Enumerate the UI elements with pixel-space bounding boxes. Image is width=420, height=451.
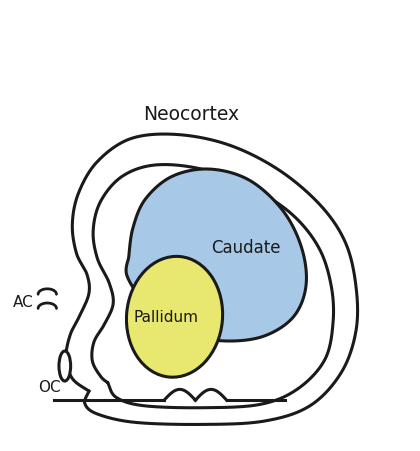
- Text: Caudate: Caudate: [211, 239, 280, 257]
- Text: AC: AC: [13, 294, 34, 309]
- Polygon shape: [126, 170, 307, 341]
- Text: Neocortex: Neocortex: [143, 105, 239, 124]
- Text: OC: OC: [38, 379, 60, 394]
- Text: Pallidum: Pallidum: [134, 309, 199, 325]
- Ellipse shape: [126, 257, 223, 377]
- Ellipse shape: [59, 351, 71, 381]
